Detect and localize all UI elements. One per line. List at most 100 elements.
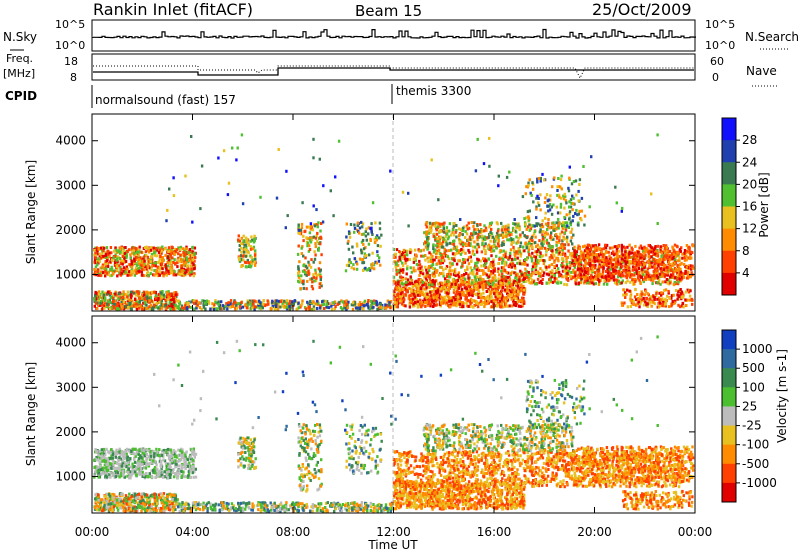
echo-cell [392,248,396,251]
echo-cell [179,257,183,261]
freq-tick-top: 18 [64,55,78,68]
echo-cell [462,249,465,253]
echo-cell [122,269,125,273]
echo-cell [296,252,300,256]
echo-cell [367,306,370,310]
echo-cell [309,227,312,231]
echo-cell [107,303,110,307]
echo-cell [97,261,100,265]
echo-cell [555,240,558,244]
echo-cell [441,299,445,303]
echo-cell [429,256,432,260]
echo-cell [301,269,305,273]
echo-cell [104,254,107,258]
echo-cell [148,305,151,309]
echo-cell [628,269,631,273]
echo-cell [448,265,452,269]
echo-cell [425,286,428,290]
echo-cell [525,246,528,250]
echo-cell [435,292,439,296]
echo-cell [483,263,486,267]
echo-cell [679,263,682,267]
echo-cell [421,303,424,307]
echo-cell [311,280,314,284]
echo-cell [244,243,247,247]
echo-cell [436,289,439,293]
echo-cell [149,260,152,264]
echo-cell [401,261,404,265]
echo-cell [106,255,109,258]
echo-cell [552,203,555,207]
echo-cell [417,267,420,271]
echo-cell [314,236,318,240]
echo-cell [674,254,678,258]
echo-cell [462,283,466,287]
echo-cell [415,298,418,301]
echo-cell [512,222,515,226]
echo-cell [104,269,107,273]
echo-cell [191,254,194,257]
echo-cell [158,248,161,252]
echo-cell [322,299,325,303]
echo-cell [471,252,474,256]
echo-cell [93,248,96,252]
echo-cell [421,272,425,276]
echo-cell [353,257,356,261]
echo-cell [115,294,119,298]
echo-cell [122,249,125,253]
echo-cell [452,222,456,225]
echo-cell [93,258,97,262]
echo-cell [409,294,412,298]
echo-cell [98,295,102,299]
echo-cell [97,273,100,277]
echo-cell [128,263,131,267]
echo-cell [408,305,412,309]
echo-cell [474,286,478,290]
echo-cell [572,196,575,200]
echo-cell [370,266,374,270]
echo-cell [101,251,104,255]
echo-cell [133,304,136,308]
echo-cell [426,230,429,234]
echo-cell [304,307,308,311]
echo-cell [188,258,191,262]
echo-cell [159,246,162,250]
echo-cell [161,267,164,271]
echo-cell [149,294,152,298]
echo-cell [677,280,680,284]
echo-cell [307,260,310,264]
echo-cell [568,266,572,270]
echo-cell [131,263,135,267]
echo-cell [482,269,485,273]
echo-cell [209,307,212,311]
echo-cell [413,297,417,301]
echo-cell [644,270,647,274]
echo-cell [537,271,540,275]
echo-cell [667,278,670,282]
echo-cell [139,256,142,260]
echo-cell [443,286,446,290]
echo-cell [443,247,446,251]
echo-cell [438,285,441,289]
echo-cell [314,242,317,246]
echo-cell [691,244,695,248]
echo-cell [540,242,543,246]
echo-cell [170,292,173,296]
echo-cell [299,287,302,291]
echo-cell [183,306,186,310]
echo-cell [503,263,507,267]
echo-cell [529,276,532,280]
echo-cell [482,291,485,295]
echo-cell [166,256,170,260]
echo-cell [347,230,351,234]
echo-cell [529,191,532,195]
echo-cell [371,251,374,255]
echo-cell [514,229,517,233]
echo-cell [431,289,434,293]
echo-cell [513,294,517,298]
echo-cell [158,252,162,256]
echo-cell [528,241,531,245]
echo-cell [318,261,322,265]
echo-cell [504,252,507,256]
echo-cell [120,294,123,298]
